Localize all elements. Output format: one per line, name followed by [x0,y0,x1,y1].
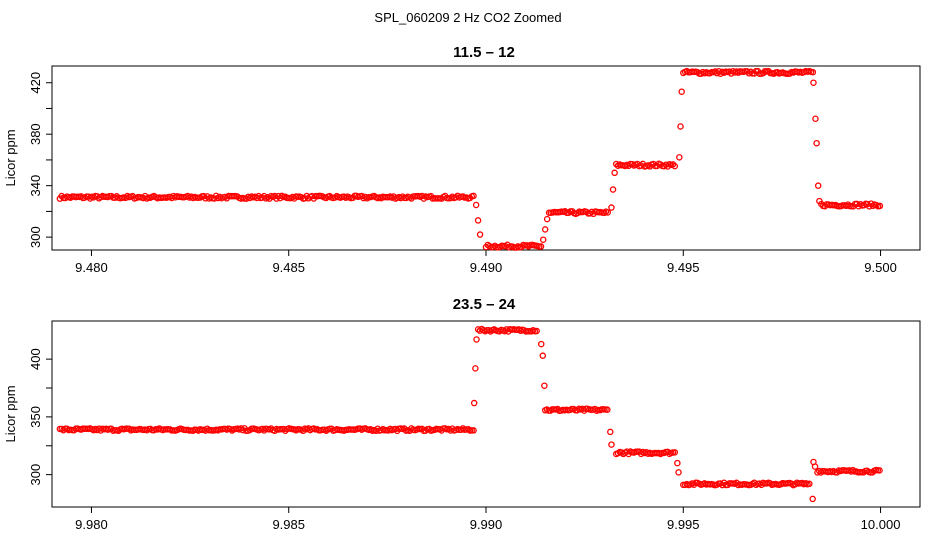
data-point [675,469,682,476]
y-tick-label: 300 [28,226,43,248]
data-point [472,365,479,372]
data-point [812,115,819,123]
data-point [501,327,508,335]
x-tick-label: 9.480 [75,260,108,275]
panel-1-title: 11.5 – 12 [453,44,515,61]
data-point [470,192,477,200]
x-tick-label: 9.500 [864,260,897,275]
data-point [537,243,545,250]
data-point [533,327,540,335]
data-point [677,123,684,130]
data-point [816,197,823,205]
data-point [539,352,547,359]
panel-1-plot-frame [51,65,921,251]
panel-2-title: 23.5 – 24 [453,296,516,313]
x-tick-label: 9.980 [75,517,108,532]
data-point [537,340,545,348]
data-point [674,459,681,467]
y-tick-label: 340 [28,175,43,197]
figure-suptitle: SPL_060209 2 Hz CO2 Zoomed [374,10,561,25]
panel-2-y-axis: 300 350 400 [28,348,52,486]
x-tick-label: 10.000 [861,517,901,532]
y-tick-label: 350 [28,406,43,428]
panel-1-y-axis: 300 340 380 420 [28,72,52,248]
data-point [810,79,817,86]
data-point [604,209,611,216]
x-tick-label: 9.490 [470,260,503,275]
data-point [814,182,822,189]
x-tick-label: 9.485 [272,260,305,275]
data-point [608,441,615,448]
x-tick-label: 9.995 [667,517,700,532]
data-point [472,201,480,209]
data-point [609,186,617,193]
data-point [470,427,477,434]
data-point [671,162,679,170]
x-tick-label: 9.495 [667,260,700,275]
panel-2-data-points [56,325,883,503]
y-tick-label: 380 [28,123,43,145]
data-point [811,463,819,470]
x-tick-label: 9.985 [272,517,305,532]
panel-2-y-axis-label: Licor ppm [3,385,18,442]
data-point [608,204,615,211]
data-point [474,217,482,224]
data-point [876,467,883,474]
data-point [243,195,250,202]
panel-2: 23.5 – 24 Licor ppm 9.980 9.985 9.990 9.995… [3,296,921,532]
data-point [470,399,478,407]
panel-2-plot-frame [51,320,921,508]
data-point [809,68,817,76]
data-point [711,68,719,75]
data-point [676,154,683,161]
data-point [809,495,816,503]
data-point [678,88,685,95]
data-point [806,480,813,488]
panel-1-data-points [56,67,884,251]
data-point [473,336,480,343]
data-point [813,139,820,147]
data-point [476,231,484,238]
data-point [604,406,611,413]
panel-2-x-axis: 9.980 9.985 9.990 9.995 10.000 [75,507,900,532]
data-point [669,161,677,168]
data-point [237,425,245,432]
panel-1-x-axis: 9.480 9.485 9.490 9.495 9.500 [75,250,897,275]
data-point [539,236,547,243]
panel-1-y-axis-label: Licor ppm [3,129,18,186]
data-point [541,382,548,389]
data-point [541,226,549,233]
data-point [717,70,724,77]
x-tick-label: 9.990 [470,517,503,532]
data-point [607,428,614,436]
data-point [86,195,94,202]
data-point [671,449,679,456]
data-point [543,215,551,223]
y-tick-label: 420 [28,72,43,94]
data-point [611,169,618,177]
y-tick-label: 300 [28,464,43,486]
y-tick-label: 400 [28,348,43,370]
panel-1: 11.5 – 12 Licor ppm 9.480 9.485 9.490 9.495… [3,44,921,275]
data-point [876,202,884,210]
